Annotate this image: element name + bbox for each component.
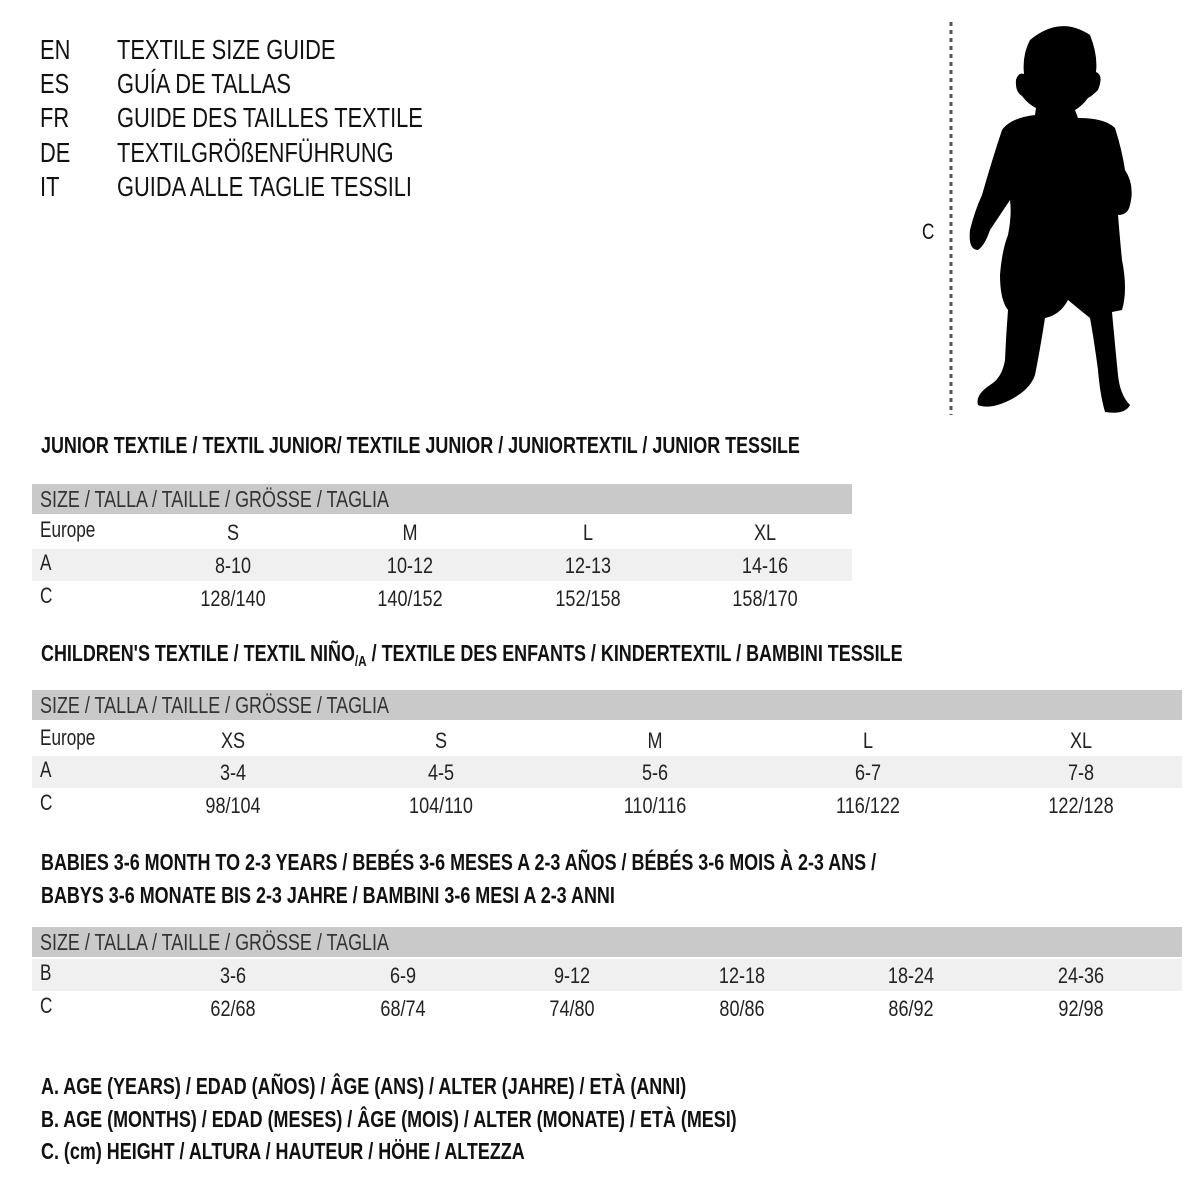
table-cell: S xyxy=(434,728,448,753)
babies-title-line1: BABIES 3-6 MONTH TO 2-3 YEARS / BEBÉS 3-… xyxy=(41,849,877,875)
row-label: C xyxy=(40,993,53,1018)
language-title: GUÍA DE TALLAS xyxy=(117,68,291,99)
language-code: EN xyxy=(40,34,71,65)
table-cell: 9-12 xyxy=(553,963,591,988)
row-label: Europe xyxy=(40,517,96,542)
table-cell: 3-6 xyxy=(219,963,247,988)
table-cell: 6-9 xyxy=(389,963,417,988)
table-cell: XL xyxy=(753,520,777,545)
table-cell: 152/158 xyxy=(555,586,621,611)
junior-title: JUNIOR TEXTILE / TEXTIL JUNIOR/ TEXTILE … xyxy=(41,432,800,458)
table-cell: 80/86 xyxy=(719,996,765,1021)
table-cell: 122/128 xyxy=(1048,793,1114,818)
table-cell: XL xyxy=(1069,728,1093,753)
language-code: ES xyxy=(40,68,70,99)
children-title: CHILDREN'S TEXTILE / TEXTIL NIÑO/A / TEX… xyxy=(41,640,903,670)
language-title: GUIDE DES TAILLES TEXTILE xyxy=(117,102,423,133)
table-cell: 24-36 xyxy=(1057,963,1105,988)
table-cell: 10-12 xyxy=(386,553,434,578)
size-header-bar xyxy=(32,690,1182,720)
table-cell: 98/104 xyxy=(205,793,261,818)
legend-b: B. AGE (MONTHS) / EDAD (MESES) / ÂGE (MO… xyxy=(41,1106,737,1132)
table-cell: 8-10 xyxy=(214,553,252,578)
row-label: C xyxy=(40,583,53,608)
row-label: Europe xyxy=(40,725,96,750)
row-shade xyxy=(32,549,852,581)
table-cell: M xyxy=(647,728,663,753)
table-cell: 68/74 xyxy=(380,996,426,1021)
table-cell: 4-5 xyxy=(427,760,455,785)
children-title-main: CHILDREN'S TEXTILE / TEXTIL NIÑO xyxy=(41,640,355,666)
table-cell: M xyxy=(402,520,418,545)
babies-title-line2: BABYS 3-6 MONATE BIS 2-3 JAHRE / BAMBINI… xyxy=(41,882,615,908)
children-title-sub: /A xyxy=(354,653,367,670)
table-cell: L xyxy=(582,520,594,545)
table-cell: L xyxy=(862,728,874,753)
row-label: C xyxy=(40,790,53,815)
table-cell: 158/170 xyxy=(732,586,798,611)
table-cell: XS xyxy=(220,728,246,753)
table-cell: 62/68 xyxy=(210,996,256,1021)
language-title: TEXTILE SIZE GUIDE xyxy=(117,34,336,65)
size-header-label: SIZE / TALLA / TAILLE / GRÖSSE / TAGLIA xyxy=(40,692,389,718)
language-title: GUIDA ALLE TAGLIE TESSILI xyxy=(117,171,412,202)
language-code: FR xyxy=(40,102,70,133)
table-cell: 74/80 xyxy=(549,996,595,1021)
table-cell: 92/98 xyxy=(1058,996,1104,1021)
table-cell: 104/110 xyxy=(409,793,473,818)
table-cell: S xyxy=(226,520,240,545)
language-code: IT xyxy=(40,171,60,202)
measure-label: C xyxy=(922,219,935,244)
legend-a: A. AGE (YEARS) / EDAD (AÑOS) / ÂGE (ANS)… xyxy=(41,1073,687,1099)
table-cell: 7-8 xyxy=(1067,760,1095,785)
legend-c: C. (cm) HEIGHT / ALTURA / HAUTEUR / HÖHE… xyxy=(41,1138,525,1164)
row-label: B xyxy=(40,960,52,985)
language-code: DE xyxy=(40,137,71,168)
row-label: A xyxy=(40,757,52,782)
table-cell: 86/92 xyxy=(888,996,934,1021)
table-cell: 116/122 xyxy=(836,793,900,818)
row-label: A xyxy=(40,550,52,575)
table-cell: 12-13 xyxy=(564,553,612,578)
size-header-bar xyxy=(32,484,852,514)
size-header-label: SIZE / TALLA / TAILLE / GRÖSSE / TAGLIA xyxy=(40,929,389,955)
table-cell: 110/116 xyxy=(623,793,687,818)
language-title: TEXTILGRÖßENFÜHRUNG xyxy=(117,137,394,168)
size-header-label: SIZE / TALLA / TAILLE / GRÖSSE / TAGLIA xyxy=(40,486,389,512)
table-cell: 6-7 xyxy=(854,760,882,785)
table-cell: 12-18 xyxy=(718,963,766,988)
table-cell: 140/152 xyxy=(377,586,443,611)
size-header-bar xyxy=(32,927,1182,957)
table-cell: 128/140 xyxy=(200,586,266,611)
table-cell: 3-4 xyxy=(219,760,247,785)
row-shade xyxy=(32,756,1182,788)
table-cell: 14-16 xyxy=(741,553,789,578)
children-title-rest: / TEXTILE DES ENFANTS / KINDERTEXTIL / B… xyxy=(366,640,903,666)
row-shade xyxy=(32,959,1182,991)
child-silhouette-icon xyxy=(949,22,1132,415)
table-cell: 18-24 xyxy=(887,963,935,988)
table-cell: 5-6 xyxy=(641,760,669,785)
